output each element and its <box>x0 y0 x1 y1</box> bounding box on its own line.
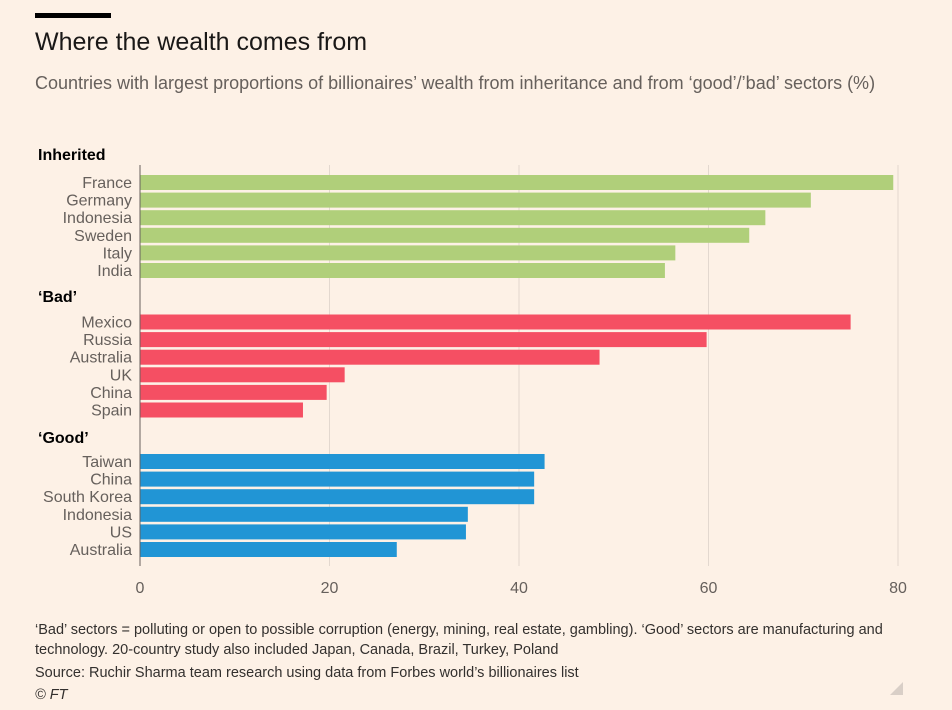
x-tick-label: 80 <box>889 580 907 597</box>
bar <box>140 524 466 540</box>
category-label: Mexico <box>81 315 132 332</box>
category-label: UK <box>110 367 133 384</box>
category-label: China <box>90 472 132 489</box>
category-label: Sweden <box>74 228 132 245</box>
footnote: ‘Bad’ sectors = polluting or open to pos… <box>35 622 883 658</box>
resize-handle-icon <box>890 682 903 695</box>
group-label: ‘Bad’ <box>38 289 77 306</box>
bar <box>140 506 468 522</box>
category-label: Australia <box>70 542 132 559</box>
bar <box>140 349 600 365</box>
bar <box>140 175 894 190</box>
bar <box>140 542 397 557</box>
bar <box>140 384 327 400</box>
category-label: Indonesia <box>63 210 132 227</box>
bar <box>140 471 535 487</box>
category-label: Taiwan <box>82 454 132 471</box>
category-label: Italy <box>103 245 132 262</box>
bar-chart: InheritedFranceGermanyIndonesiaSwedenIta… <box>38 147 907 597</box>
x-tick-label: 60 <box>700 580 718 597</box>
category-label: Russia <box>83 332 132 349</box>
category-label: Germany <box>66 193 132 210</box>
bar <box>140 210 766 226</box>
bar <box>140 263 665 278</box>
category-label: US <box>110 524 132 541</box>
category-label: China <box>90 385 132 402</box>
bar <box>140 454 545 469</box>
category-label: France <box>82 175 132 192</box>
x-tick-label: 20 <box>321 580 339 597</box>
x-tick-label: 0 <box>136 580 145 597</box>
group-label: Inherited <box>38 147 106 164</box>
category-label: Australia <box>70 350 132 367</box>
bar <box>140 245 676 261</box>
chart-title: Where the wealth comes from <box>35 28 368 56</box>
category-label: South Korea <box>43 489 132 506</box>
category-label: Indonesia <box>63 507 132 524</box>
x-tick-label: 40 <box>510 580 528 597</box>
bar <box>140 332 707 348</box>
copyright: © FT <box>35 687 68 703</box>
bar <box>140 192 811 208</box>
bar <box>140 489 535 505</box>
bar <box>140 402 303 418</box>
category-label: India <box>97 263 132 280</box>
bar <box>140 314 851 330</box>
brand-bar <box>35 13 111 18</box>
group-label: ‘Good’ <box>38 430 89 447</box>
category-label: Spain <box>91 403 132 420</box>
bar <box>140 227 750 243</box>
source-note: Source: Ruchir Sharma team research usin… <box>35 665 579 681</box>
bar <box>140 367 345 383</box>
chart-subtitle: Countries with largest proportions of bi… <box>35 73 876 93</box>
